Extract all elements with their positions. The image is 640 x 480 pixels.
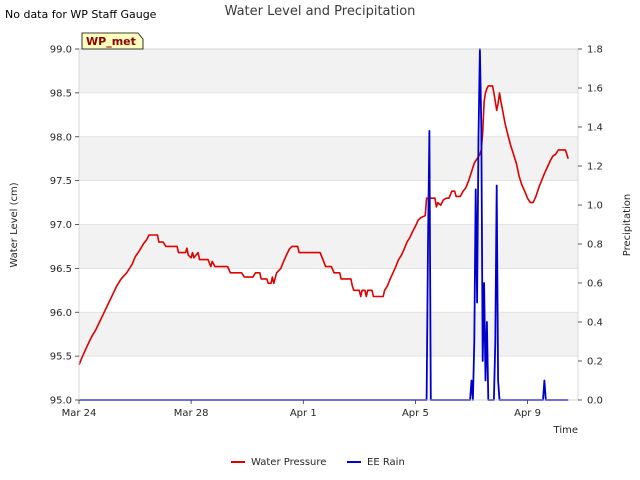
badge-shape: [81, 32, 144, 50]
y-left-tick-label: 99.0: [50, 45, 72, 56]
x-tick-label: Mar 28: [174, 408, 209, 419]
x-axis-label: Time: [553, 425, 578, 436]
grid-band: [79, 224, 578, 269]
y-left-tick-label: 98.5: [50, 88, 72, 99]
grid-band: [79, 312, 578, 357]
x-tick-label: Apr 1: [290, 408, 317, 419]
y-left-tick-label: 97.5: [50, 176, 72, 187]
axes: 95.0 95.5 96.0 96.5 97.0 97.5 98.0 98.5 99.0 0.0 0…: [50, 45, 603, 420]
y-right-tick-label: 1.4: [587, 123, 603, 134]
y-right-tick-label: 1.2: [587, 162, 603, 173]
y-right-tick-label: 1.8: [587, 45, 603, 56]
y-axis-label-right: Precipitation: [622, 194, 633, 257]
y-left-tick-label: 95.0: [50, 396, 72, 407]
grid-band: [79, 136, 578, 181]
x-tick-label: Apr 5: [402, 408, 429, 419]
y-right-tick-label: 1.0: [587, 201, 603, 212]
y-left-tick-label: 95.5: [50, 352, 72, 363]
y-left-tick-label: 97.0: [50, 220, 72, 231]
y-right-tick-label: 0.4: [587, 318, 603, 329]
x-tick-label: Apr 9: [514, 408, 541, 419]
series-line-water-pressure: [78, 85, 569, 366]
grid-band: [79, 49, 578, 93]
y-left-tick-label: 98.0: [50, 132, 72, 143]
y-right-tick-label: 0.6: [587, 279, 603, 290]
no-data-note: No data for WP Staff Gauge: [5, 8, 157, 21]
y-right-tick-label: 1.6: [587, 84, 603, 95]
x-tick-label: Mar 24: [62, 408, 97, 419]
chart-title: Water Level and Precipitation: [225, 4, 416, 19]
y-right-tick-label: 0.2: [587, 357, 603, 368]
badge: WP_met: [81, 32, 144, 50]
y-axis-label-left: Water Level (cm): [9, 182, 20, 267]
legend-label-water-pressure: Water Pressure: [251, 457, 326, 468]
legend-label-ee-rain: EE Rain: [367, 457, 405, 468]
y-left-tick-label: 96.0: [50, 308, 72, 319]
y-right-tick-label: 0.8: [587, 240, 603, 251]
legend: Water Pressure EE Rain: [231, 457, 405, 468]
badge-label: WP_met: [86, 35, 136, 48]
y-right-tick-label: 0.0: [587, 396, 603, 407]
y-left-tick-label: 96.5: [50, 264, 72, 275]
